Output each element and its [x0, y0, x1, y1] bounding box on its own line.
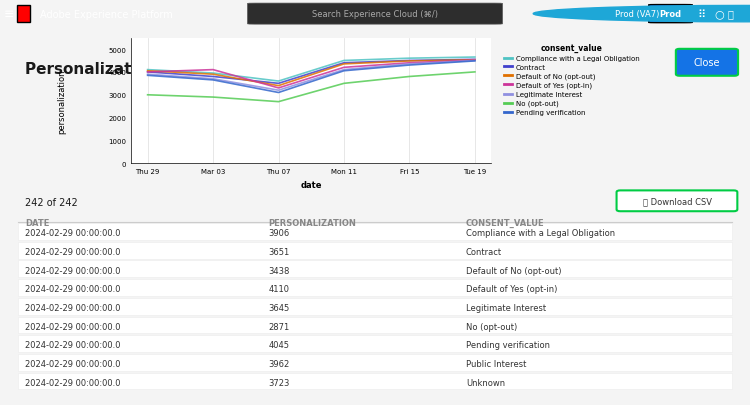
FancyBboxPatch shape — [616, 191, 737, 212]
FancyBboxPatch shape — [248, 4, 502, 25]
Text: 2024-02-29 00:00:00.0: 2024-02-29 00:00:00.0 — [25, 228, 121, 238]
Circle shape — [533, 6, 750, 23]
Text: Prod: Prod — [659, 10, 682, 19]
Text: 3906: 3906 — [268, 228, 290, 238]
Text: DATE: DATE — [25, 218, 50, 227]
Text: Public Interest: Public Interest — [466, 359, 526, 368]
Text: ⤓ Download CSV: ⤓ Download CSV — [643, 197, 712, 206]
FancyBboxPatch shape — [676, 50, 738, 77]
Text: 2024-02-29 00:00:00.0: 2024-02-29 00:00:00.0 — [25, 322, 121, 331]
Text: CONSENT_VALUE: CONSENT_VALUE — [466, 218, 544, 227]
Text: 3645: 3645 — [268, 303, 290, 312]
Text: ○: ○ — [714, 10, 724, 19]
Text: No (opt-out): No (opt-out) — [466, 322, 517, 331]
Text: Legitimate Interest: Legitimate Interest — [466, 303, 546, 312]
Text: Contract: Contract — [466, 247, 502, 256]
Text: 2024-02-29 00:00:00.0: 2024-02-29 00:00:00.0 — [25, 359, 121, 368]
Legend: Compliance with a Legal Obligation, Contract, Default of No (opt-out), Default o: Compliance with a Legal Obligation, Cont… — [502, 42, 642, 118]
Text: Compliance with a Legal Obligation: Compliance with a Legal Obligation — [466, 228, 615, 238]
Text: Prod (VA7): Prod (VA7) — [615, 10, 659, 19]
Text: 2024-02-29 00:00:00.0: 2024-02-29 00:00:00.0 — [25, 284, 121, 294]
FancyBboxPatch shape — [18, 317, 732, 334]
Text: 2024-02-29 00:00:00.0: 2024-02-29 00:00:00.0 — [25, 341, 121, 350]
Text: 3723: 3723 — [268, 378, 290, 387]
X-axis label: date: date — [301, 180, 322, 190]
FancyBboxPatch shape — [18, 335, 732, 352]
Text: Adobe Experience Platform: Adobe Experience Platform — [40, 10, 173, 19]
FancyBboxPatch shape — [18, 224, 732, 241]
Text: Search Experience Cloud (⌘/): Search Experience Cloud (⌘/) — [312, 10, 438, 19]
Text: Personalization Consent Trends: Personalization Consent Trends — [25, 62, 296, 77]
Text: Close: Close — [694, 58, 720, 68]
Text: ≡: ≡ — [4, 8, 14, 21]
FancyBboxPatch shape — [18, 261, 732, 278]
Text: 2024-02-29 00:00:00.0: 2024-02-29 00:00:00.0 — [25, 247, 121, 256]
Text: PERSONALIZATION: PERSONALIZATION — [268, 218, 356, 227]
Text: 4045: 4045 — [268, 341, 290, 350]
Text: ⠿: ⠿ — [698, 10, 706, 19]
Text: 4110: 4110 — [268, 284, 290, 294]
Text: 2871: 2871 — [268, 322, 290, 331]
Text: 2024-02-29 00:00:00.0: 2024-02-29 00:00:00.0 — [25, 378, 121, 387]
FancyBboxPatch shape — [16, 6, 30, 23]
Text: 3962: 3962 — [268, 359, 290, 368]
Text: Pending verification: Pending verification — [466, 341, 550, 350]
Y-axis label: personalization: personalization — [58, 69, 67, 133]
Text: 3651: 3651 — [268, 247, 290, 256]
Text: 3438: 3438 — [268, 266, 290, 275]
Text: 2024-02-29 00:00:00.0: 2024-02-29 00:00:00.0 — [25, 303, 121, 312]
Text: Unknown: Unknown — [466, 378, 505, 387]
FancyBboxPatch shape — [18, 354, 732, 371]
Text: Default of No (opt-out): Default of No (opt-out) — [466, 266, 561, 275]
FancyBboxPatch shape — [18, 279, 732, 296]
Text: 2024-02-29 00:00:00.0: 2024-02-29 00:00:00.0 — [25, 266, 121, 275]
Text: 🔔: 🔔 — [728, 10, 734, 19]
FancyBboxPatch shape — [18, 298, 732, 315]
Text: 242 of 242: 242 of 242 — [25, 197, 78, 207]
FancyBboxPatch shape — [18, 373, 732, 390]
FancyBboxPatch shape — [18, 242, 732, 259]
FancyBboxPatch shape — [649, 6, 692, 23]
Text: Default of Yes (opt-in): Default of Yes (opt-in) — [466, 284, 557, 294]
